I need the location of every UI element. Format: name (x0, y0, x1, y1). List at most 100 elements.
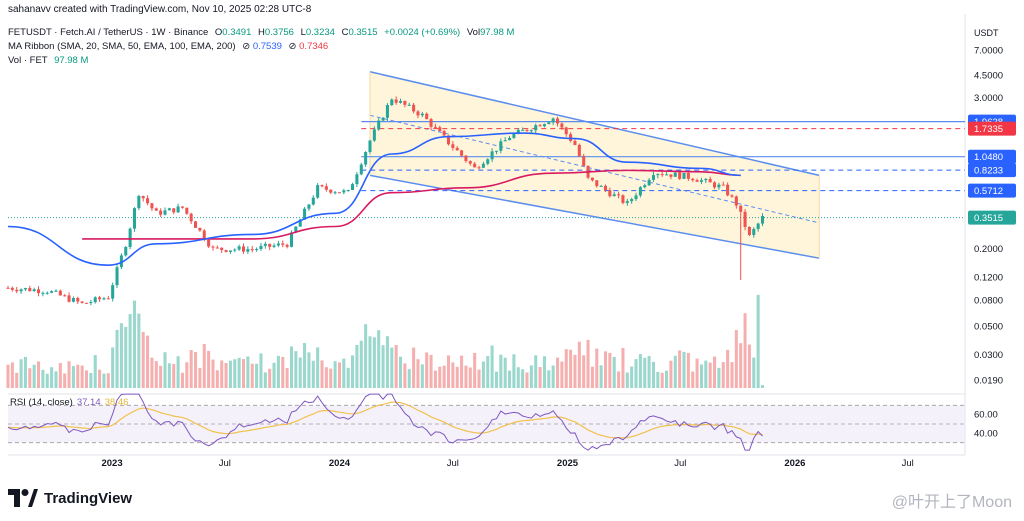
high-label: H (258, 27, 265, 38)
candle-body (377, 120, 381, 130)
candle-body (477, 167, 481, 169)
volume-bar (438, 366, 442, 388)
candle-body (577, 144, 581, 157)
candle-body (416, 111, 420, 116)
volume-bar (102, 373, 106, 388)
volume-bar (499, 354, 503, 388)
rsi-legend[interactable]: RSI (14, close) 37.14 38.46 (10, 397, 128, 408)
volume-bar (93, 355, 97, 388)
candle-body (106, 298, 110, 300)
candle-body (141, 195, 145, 199)
volume-bar (686, 352, 690, 388)
candle-body (739, 205, 743, 212)
candle-body (124, 246, 128, 256)
volume-bar (699, 364, 703, 388)
candle-body (630, 199, 634, 202)
tradingview-logo[interactable]: TradingView (8, 489, 132, 507)
candle-body (617, 194, 621, 196)
volume-bar (473, 352, 477, 388)
volume-bar (621, 348, 625, 388)
candle-body (119, 255, 123, 268)
volume-bar (272, 362, 276, 388)
volume-bars (6, 294, 765, 388)
candle-body (98, 297, 102, 300)
volume-bar (412, 347, 416, 388)
candle-body (433, 126, 437, 128)
candle-body (333, 192, 337, 194)
volume-bar (556, 357, 560, 388)
candle-body (294, 226, 298, 233)
candle-body (556, 118, 560, 124)
candle-body (455, 147, 459, 151)
volume-bar (355, 345, 359, 388)
volume-bar (721, 362, 725, 388)
volume-bar (281, 356, 285, 388)
price-label-text: 0.8233 (974, 166, 1003, 177)
volume-bar (704, 360, 708, 388)
candle-body (569, 134, 573, 141)
volume-bar (84, 370, 89, 388)
price-label-text: 1.0480 (974, 152, 1003, 163)
volume-bar (429, 354, 433, 388)
volume-bar (106, 373, 110, 388)
symbol-legend[interactable]: FETUSDT · Fetch.AI / TetherUS · 1W · Bin… (8, 27, 514, 38)
ma-value-2: 0.7346 (299, 41, 329, 52)
candle-body (324, 186, 328, 190)
volume-bar (651, 361, 656, 388)
volume-bar (377, 330, 381, 388)
ma-ribbon-name: MA Ribbon (SMA, 20, SMA, 50, EMA, 100, E… (8, 41, 236, 52)
price-tick-label: 3.0000 (974, 93, 1003, 104)
candle-body (355, 174, 359, 185)
rsi-line (7, 393, 763, 451)
volume-indicator-value: 97.98 M (54, 55, 89, 66)
candle-body (32, 289, 36, 292)
volume-bar (54, 371, 58, 388)
volume-bar (398, 356, 403, 388)
ma-ribbon-legend[interactable]: MA Ribbon (SMA, 20, SMA, 50, EMA, 100, E… (8, 41, 328, 52)
volume-bar (241, 359, 246, 388)
volume-bar (547, 370, 551, 388)
volume-bar (682, 351, 686, 388)
candle-body (111, 285, 115, 299)
candle-body (246, 249, 250, 252)
volume-bar (656, 371, 660, 388)
candle-body (547, 122, 551, 125)
volume-indicator-name: Vol · FET (8, 55, 48, 66)
candle-body (468, 161, 472, 164)
volume-bar (346, 367, 350, 388)
volume-bar (259, 353, 263, 388)
price-label-tag-4 (968, 183, 1016, 198)
vol-label: Vol (466, 27, 481, 38)
change-value: +0.0024 (+0.69%) (384, 27, 461, 38)
channel-upper-line (369, 71, 820, 177)
candle-body (595, 180, 599, 187)
candle-body (385, 105, 389, 118)
candle-body (473, 163, 477, 168)
rsi-tick-label: 60.00 (974, 410, 998, 421)
volume-bar (442, 365, 446, 388)
volume-bar (603, 351, 608, 388)
candle-body (67, 295, 71, 302)
low-label: L (300, 27, 306, 38)
ma-hidden-icon: ⊘ (242, 41, 251, 52)
candle-body (695, 180, 699, 182)
price-label-tag-5 (968, 210, 1016, 225)
volume-bar (403, 363, 407, 388)
candle-body (298, 219, 302, 227)
candle-body (551, 118, 555, 123)
candle-body (647, 179, 651, 186)
volume-bar (37, 361, 41, 388)
volume-bar (342, 358, 346, 388)
volume-bar (63, 373, 67, 388)
candle-body (329, 189, 333, 193)
candle-body (446, 135, 451, 145)
volume-bar (590, 366, 594, 388)
candle-body (364, 151, 368, 165)
volume-bar (752, 357, 756, 388)
volume-bar (294, 351, 298, 388)
volume-bar (625, 372, 629, 388)
volume-bar (385, 336, 389, 388)
ma-value-1: 0.7539 (252, 41, 282, 52)
candle-body (673, 172, 677, 177)
volume-legend[interactable]: Vol · FET 97.98 M (8, 55, 88, 66)
